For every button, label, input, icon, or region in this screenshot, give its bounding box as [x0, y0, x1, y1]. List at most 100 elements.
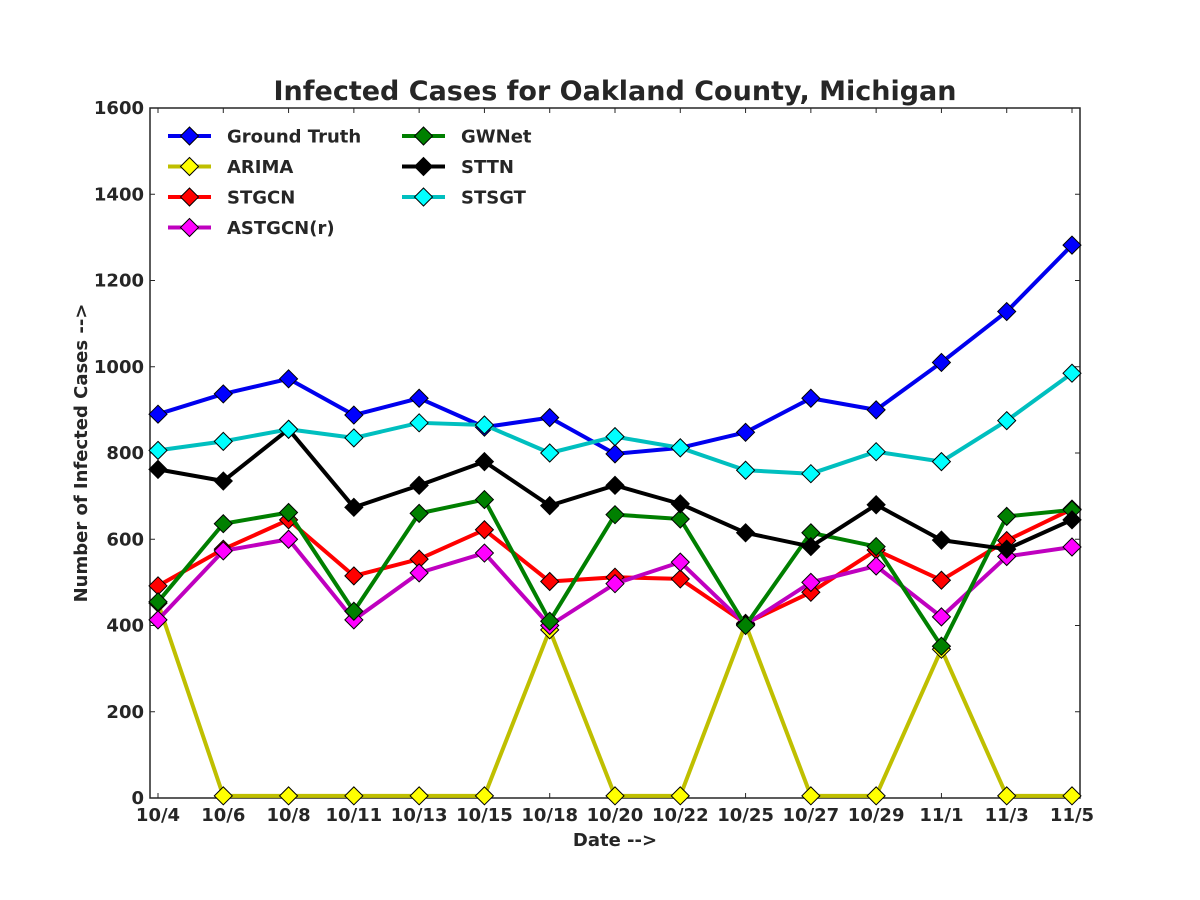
data-point	[931, 636, 952, 656]
y-tick-label: 400	[106, 616, 144, 637]
data-point	[1062, 537, 1082, 557]
x-tick-label: 10/29	[848, 805, 905, 826]
y-tick-label: 800	[106, 443, 144, 464]
x-tick-label: 10/13	[391, 805, 448, 826]
series-layer	[148, 235, 1082, 806]
y-tick-label: 0	[131, 788, 144, 809]
data-point	[801, 388, 821, 408]
data-point	[278, 419, 299, 439]
data-point	[148, 459, 168, 480]
legend-label: STTN	[461, 157, 514, 178]
data-point	[605, 573, 625, 594]
data-point	[997, 539, 1017, 559]
data-point	[866, 495, 886, 515]
data-point	[148, 404, 168, 424]
series-line	[157, 243, 1074, 456]
data-point	[409, 475, 429, 496]
data-point	[1062, 786, 1082, 806]
data-point	[540, 611, 560, 631]
data-point	[148, 610, 168, 630]
data-point	[540, 443, 560, 463]
data-point	[474, 786, 495, 806]
legend-item: STSGT	[402, 187, 527, 209]
x-tick-label: 11/3	[985, 805, 1029, 826]
data-point	[866, 556, 886, 576]
data-point	[605, 475, 625, 496]
data-point	[801, 786, 821, 806]
data-point	[540, 571, 560, 592]
y-axis: 0 200 400 600 800 1000 1200 1400 1600	[94, 98, 1080, 809]
y-tick-label: 1200	[94, 271, 144, 292]
data-point	[344, 786, 364, 806]
x-tick-label: 10/20	[587, 805, 644, 826]
data-point	[278, 529, 299, 549]
data-point	[409, 503, 429, 524]
data-point	[344, 405, 364, 425]
data-point	[1062, 510, 1082, 530]
legend-item: STGCN	[168, 187, 295, 209]
data-point	[670, 552, 690, 572]
data-point	[997, 786, 1017, 806]
x-tick-label: 10/4	[136, 805, 180, 826]
data-point	[148, 440, 168, 461]
legend-marker	[413, 187, 434, 207]
data-point	[670, 509, 690, 529]
x-tick-label: 10/25	[717, 805, 774, 826]
legend-label: STSGT	[461, 188, 527, 209]
legend-marker	[413, 126, 434, 146]
x-tick-label: 10/27	[783, 805, 840, 826]
y-tick-label: 600	[106, 529, 144, 550]
data-point	[735, 523, 756, 543]
data-point	[735, 615, 756, 636]
data-point	[409, 786, 429, 806]
legend-marker	[413, 156, 434, 177]
x-axis-label: Date -->	[573, 830, 657, 851]
legend-item: STTN	[402, 156, 514, 178]
legend-marker	[179, 156, 200, 177]
x-tick-label: 10/11	[326, 805, 383, 826]
legend-marker	[179, 126, 200, 146]
data-point	[540, 407, 560, 428]
data-point	[931, 607, 952, 627]
data-point	[474, 520, 495, 540]
data-point	[735, 422, 756, 443]
x-tick-label: 10/8	[266, 805, 310, 826]
chart-title: Infected Cases for Oakland County, Michi…	[274, 76, 957, 107]
legend-label: ARIMA	[227, 157, 293, 178]
series-stsgt	[148, 363, 1082, 484]
x-tick-label: 10/18	[521, 805, 578, 826]
data-point	[801, 572, 821, 593]
data-point	[344, 566, 364, 586]
data-point	[670, 438, 690, 458]
legend-label: ASTGCN(r)	[227, 218, 335, 239]
x-axis: 10/4 10/6 10/8 10/11 10/13 10/15 10/18 10/20 10/…	[136, 108, 1094, 826]
data-point	[605, 426, 625, 447]
data-point	[278, 786, 299, 806]
data-point	[213, 786, 233, 806]
data-point	[213, 431, 233, 452]
data-point	[605, 444, 625, 464]
data-point	[931, 352, 952, 373]
data-point	[213, 384, 233, 404]
y-tick-label: 1000	[94, 357, 144, 378]
y-axis-label: Number of Infected Cases -->	[71, 304, 92, 603]
data-point	[409, 388, 429, 408]
series-sttn	[148, 419, 1082, 559]
data-point	[866, 786, 886, 806]
data-point	[605, 504, 625, 525]
data-point	[278, 502, 299, 523]
data-point	[344, 601, 364, 621]
data-point	[997, 410, 1017, 431]
legend-label: GWNet	[461, 127, 532, 148]
y-tick-label: 1600	[94, 98, 144, 119]
series-gwnet	[148, 489, 1082, 656]
data-point	[409, 413, 429, 433]
legend-label: Ground Truth	[227, 127, 361, 148]
data-point	[670, 494, 690, 514]
data-point	[213, 541, 233, 561]
x-tick-label: 10/6	[201, 805, 245, 826]
data-point	[148, 592, 168, 612]
data-point	[997, 301, 1017, 322]
data-point	[409, 563, 429, 583]
data-point	[474, 415, 495, 435]
